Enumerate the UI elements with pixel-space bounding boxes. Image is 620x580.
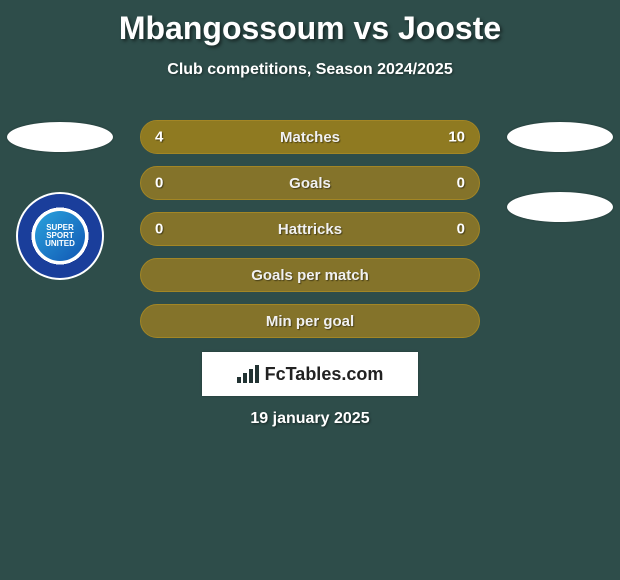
stat-label: Matches — [280, 129, 340, 146]
page-title: Mbangossoum vs Jooste — [0, 0, 620, 47]
stat-value-right: 0 — [457, 221, 465, 238]
stat-value-left: 0 — [155, 221, 163, 238]
club-badge-text: SUPER SPORT UNITED — [35, 211, 85, 261]
stat-row-goals: 0 Goals 0 — [140, 166, 480, 200]
stat-label: Goals per match — [251, 267, 369, 284]
stat-row-min-per-goal: Min per goal — [140, 304, 480, 338]
page-subtitle: Club competitions, Season 2024/2025 — [0, 61, 620, 79]
stat-row-matches: 4 Matches 10 — [140, 120, 480, 154]
snapshot-date: 19 january 2025 — [0, 410, 620, 428]
club-badge-left: SUPER SPORT UNITED — [16, 192, 104, 280]
branding-text: FcTables.com — [265, 364, 384, 385]
stat-value-left: 4 — [155, 129, 163, 146]
chart-icon — [237, 365, 259, 383]
stat-value-left: 0 — [155, 175, 163, 192]
player-placeholder-left — [7, 122, 113, 152]
stat-row-hattricks: 0 Hattricks 0 — [140, 212, 480, 246]
left-player-column: SUPER SPORT UNITED — [5, 122, 115, 280]
stat-row-goals-per-match: Goals per match — [140, 258, 480, 292]
stat-label: Hattricks — [278, 221, 342, 238]
player-placeholder-right-2 — [507, 192, 613, 222]
player-placeholder-right-1 — [507, 122, 613, 152]
stats-bars: 4 Matches 10 0 Goals 0 0 Hattricks 0 Goa… — [140, 120, 480, 338]
stat-value-right: 10 — [448, 129, 465, 146]
right-player-column — [505, 122, 615, 222]
stat-label: Min per goal — [266, 313, 354, 330]
branding-badge: FcTables.com — [202, 352, 418, 396]
stat-label: Goals — [289, 175, 331, 192]
stat-fill-right — [239, 121, 479, 153]
stat-value-right: 0 — [457, 175, 465, 192]
